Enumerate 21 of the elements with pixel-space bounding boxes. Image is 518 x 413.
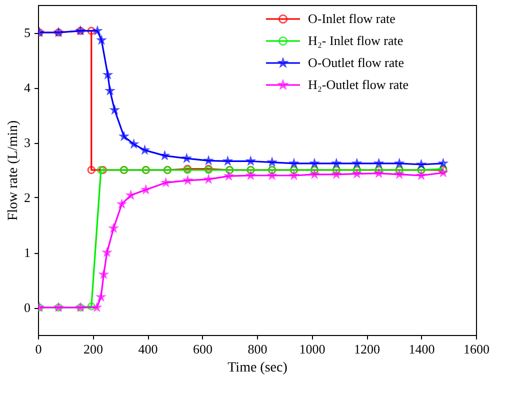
- legend-label: H₂-Outlet flow rate: [308, 77, 409, 92]
- legend-label: H₂- Inlet flow rate: [308, 33, 404, 48]
- y-tick-label: 2: [24, 190, 30, 205]
- x-tick-label: 800: [248, 342, 268, 356]
- y-tick-label: 5: [24, 25, 30, 40]
- y-tick-label: 4: [24, 80, 31, 95]
- y-tick-label: 1: [24, 245, 30, 260]
- x-tick-label: 200: [84, 342, 103, 356]
- y-tick-label: 3: [24, 135, 30, 150]
- x-tick-label: 400: [138, 342, 158, 356]
- legend-label: O-Inlet flow rate: [308, 11, 396, 26]
- x-tick-label: 1000: [299, 342, 326, 356]
- y-tick-label: 0: [24, 300, 30, 315]
- x-axis-title: Time (sec): [228, 360, 288, 376]
- legend-label: O-Outlet flow rate: [308, 55, 404, 70]
- x-tick-label: 1400: [408, 342, 435, 356]
- x-tick-label: 0: [35, 342, 42, 356]
- y-axis-title: Flow rate (L/min): [6, 120, 21, 221]
- x-tick-label: 600: [193, 342, 212, 356]
- x-tick-label: 1200: [354, 342, 380, 356]
- x-tick-label: 1600: [464, 342, 490, 356]
